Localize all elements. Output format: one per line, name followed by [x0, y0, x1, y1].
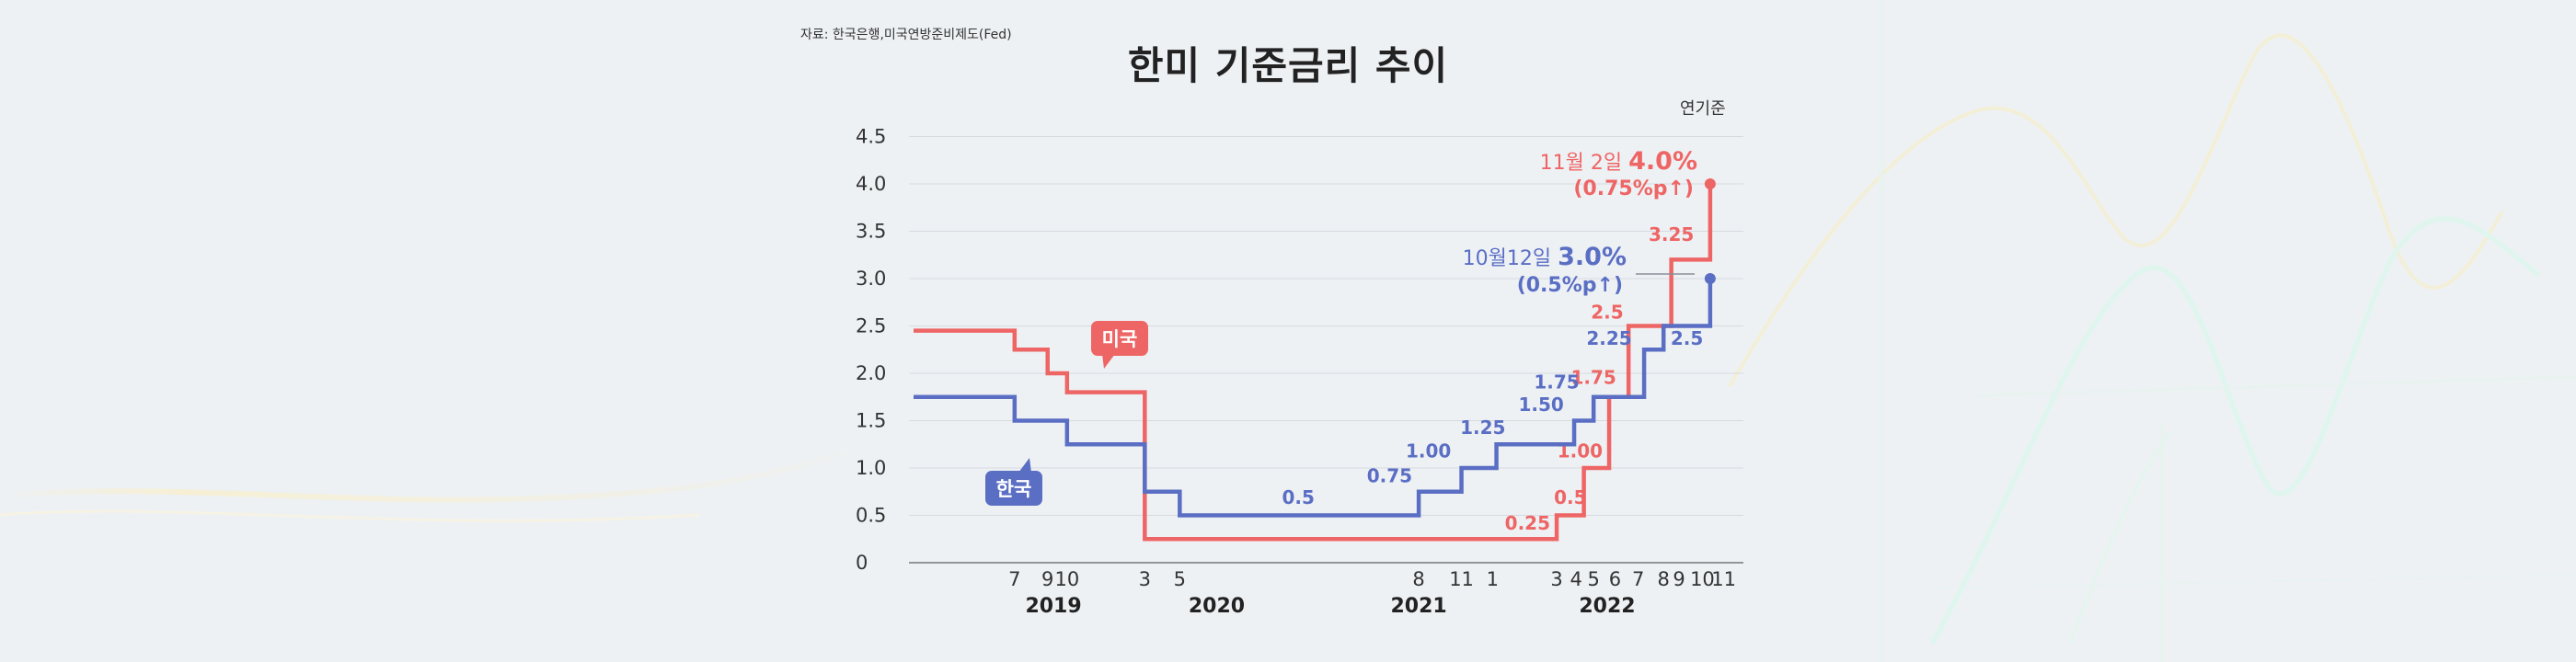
y-tick-label: 1.0 [856, 457, 886, 479]
tag-box [1091, 321, 1148, 356]
x-tick-label: 8 [1412, 568, 1424, 590]
x-tick-label: 10 [1690, 568, 1715, 590]
data-label: 0.25 [1505, 512, 1550, 534]
data-label: 1.75 [1570, 366, 1616, 388]
year-label: 2019 [1025, 595, 1081, 618]
annotation-value: 3.0% [1558, 243, 1627, 271]
x-tick-label: 7 [1632, 568, 1644, 590]
year-label: 2021 [1390, 595, 1446, 618]
x-tick-label: 5 [1587, 568, 1599, 590]
x-tick-label: 5 [1174, 568, 1186, 590]
annotation-us: 11월 2일 4.0%(0.75%p↑) [1540, 147, 1697, 200]
data-label: 3.25 [1649, 223, 1694, 245]
x-tick-label: 7 [1008, 568, 1020, 590]
year-label: 2022 [1579, 595, 1635, 618]
tag-text: 미국 [1102, 328, 1138, 350]
data-label: 1.50 [1518, 394, 1563, 416]
tag-pointer [1018, 458, 1031, 473]
data-label: 1.00 [1406, 440, 1451, 462]
y-tick-label: 1.5 [856, 410, 886, 432]
series-line-us [914, 184, 1713, 542]
annotation-change: (0.75%p↑) [1573, 177, 1694, 200]
series-end-point [1704, 178, 1716, 189]
data-label: 0.5 [1282, 486, 1314, 508]
source-note: 자료: 한국은행,미국연방준비제도(Fed) [800, 28, 1012, 42]
series-end-point [1704, 273, 1716, 284]
y-tick-label: 4.0 [856, 173, 886, 195]
x-tick-label: 11 [1449, 568, 1474, 590]
unit-label: 연기준 [1680, 99, 1726, 119]
y-tick-label: 2.0 [856, 362, 886, 384]
tag-text: 한국 [996, 478, 1032, 500]
year-label: 2020 [1189, 595, 1245, 618]
data-label: 2.25 [1586, 327, 1631, 349]
x-tick-label: 3 [1550, 568, 1562, 590]
x-tick-label: 1 [1487, 568, 1499, 590]
series-line-korea [914, 279, 1713, 518]
x-tick-label: 11 [1711, 568, 1736, 590]
x-tick-label: 4 [1570, 568, 1581, 590]
annotation-korea: 10월12일 3.0% (0.5%p↑) [1463, 243, 1627, 297]
y-tick-label: 2.5 [856, 315, 886, 337]
series-tag-korea: 한국 [985, 458, 1042, 506]
annotation-headline: 11월 2일 4.0% [1540, 147, 1697, 176]
annotation-value: 4.0% [1628, 147, 1697, 176]
annotation-date: 11월 2일 [1540, 152, 1628, 175]
y-tick-label: 3.5 [856, 221, 886, 243]
x-tick-label: 3 [1139, 568, 1151, 590]
data-label: 0.5 [1554, 486, 1586, 508]
tag-pointer [1102, 354, 1115, 369]
x-tick-label: 6 [1609, 568, 1621, 590]
x-tick-label: 9 [1041, 568, 1053, 590]
y-tick-label: 3.0 [856, 268, 886, 290]
x-tick-label: 10 [1054, 568, 1079, 590]
y-tick-label: 4.5 [856, 126, 886, 148]
y-tick-label: 0.5 [856, 505, 886, 527]
chart-title: 한미 기준금리 추이 [1127, 43, 1449, 88]
data-label: 2.5 [1671, 327, 1703, 349]
data-label: 1.75 [1534, 371, 1579, 393]
y-tick-label: 0 [856, 552, 868, 574]
series-tag-us: 미국 [1091, 321, 1148, 369]
annotation-date: 10월12일 [1463, 247, 1558, 270]
x-tick-label: 8 [1658, 568, 1670, 590]
data-label: 1.25 [1460, 417, 1505, 439]
data-label: 2.5 [1591, 301, 1623, 323]
x-tick-label: 9 [1673, 568, 1685, 590]
tag-box [985, 471, 1042, 506]
data-label: 0.75 [1367, 464, 1412, 486]
annotation-change: (0.5%p↑) [1517, 274, 1623, 297]
annotation-headline: 10월12일 3.0% [1463, 243, 1627, 271]
